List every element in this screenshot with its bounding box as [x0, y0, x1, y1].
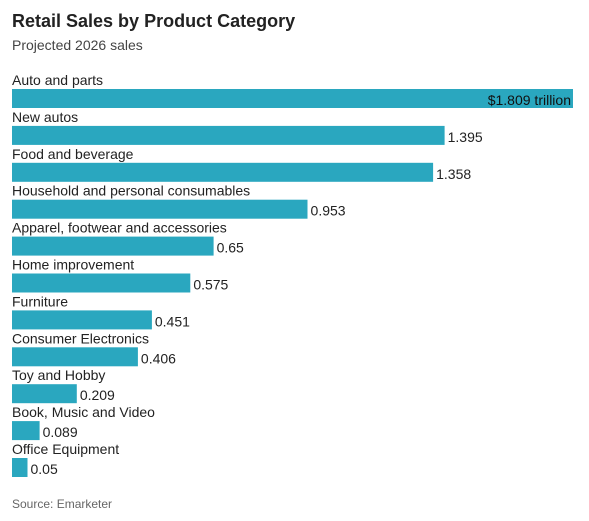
bar-food-and-beverage [12, 162, 434, 182]
value-label-apparel-footwear-and-accessories: 0.65 [217, 240, 244, 256]
chart-header: Retail Sales by Product Category Project… [12, 10, 572, 54]
value-label-new-autos: 1.395 [448, 129, 483, 145]
value-label-office-equipment: 0.05 [31, 461, 58, 477]
value-label-food-and-beverage: 1.358 [436, 166, 471, 182]
value-label-book-music-and-video: 0.089 [43, 424, 78, 440]
category-label-home-improvement: Home improvement [12, 257, 134, 273]
value-label-consumer-electronics: 0.406 [141, 350, 176, 366]
value-label-household-and-personal-consumables: 0.953 [311, 203, 346, 219]
bar-furniture [12, 310, 152, 330]
value-label-furniture: 0.451 [155, 313, 190, 329]
bar-toy-and-hobby [12, 384, 77, 404]
bar-auto-and-parts [12, 89, 573, 108]
category-label-apparel-footwear-and-accessories: Apparel, footwear and accessories [12, 220, 227, 236]
source-note: Source: Emarketer [12, 497, 113, 511]
category-label-consumer-electronics: Consumer Electronics [12, 330, 149, 346]
category-label-new-autos: New autos [12, 109, 78, 125]
category-label-office-equipment: Office Equipment [12, 441, 119, 457]
bar-new-autos [12, 125, 445, 145]
category-label-household-and-personal-consumables: Household and personal consumables [12, 183, 250, 199]
chart-title: Retail Sales by Product Category [12, 11, 296, 31]
bar-apparel-footwear-and-accessories [12, 236, 214, 256]
bar-home-improvement [12, 273, 191, 293]
value-label-auto-and-parts: $1.809 trillion [488, 92, 571, 108]
category-label-toy-and-hobby: Toy and Hobby [12, 367, 105, 383]
value-label-toy-and-hobby: 0.209 [80, 387, 115, 403]
chart-subtitle: Projected 2026 sales [12, 37, 143, 53]
category-label-auto-and-parts: Auto and parts [12, 72, 103, 88]
bar-book-music-and-video [12, 421, 40, 441]
bar-consumer-electronics [12, 347, 138, 367]
bar-office-equipment [12, 458, 28, 477]
category-label-book-music-and-video: Book, Music and Video [12, 404, 155, 420]
category-label-food-and-beverage: Food and beverage [12, 146, 134, 162]
category-label-furniture: Furniture [12, 293, 68, 309]
bar-household-and-personal-consumables [12, 199, 308, 219]
value-label-home-improvement: 0.575 [193, 277, 228, 293]
